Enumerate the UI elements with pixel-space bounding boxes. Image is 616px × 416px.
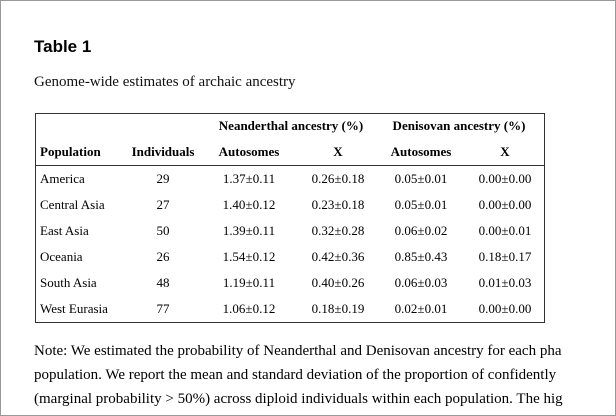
table-cell: West Eurasia (40, 301, 108, 316)
table-cell: 0.85±0.43 (394, 249, 448, 264)
table-cell: 0.18±0.19 (311, 301, 365, 316)
column-header: Individuals (131, 144, 195, 159)
table-cell: 0.23±0.18 (311, 197, 365, 212)
table-cell: Oceania (40, 249, 83, 264)
note-line: Note: We estimated the probability of Ne… (34, 343, 562, 359)
group-header: Denisovan ancestry (%) (392, 118, 526, 133)
table-cell: East Asia (40, 223, 89, 238)
table-cell: 26 (156, 249, 170, 264)
table-cell: 0.05±0.01 (394, 197, 448, 212)
table-box (35, 113, 545, 323)
table-cell: 0.02±0.01 (394, 301, 448, 316)
column-header: Population (40, 144, 101, 159)
table-cell: 0.00±0.01 (478, 223, 532, 238)
table-cell: Central Asia (40, 197, 105, 212)
note-line: population. We report the mean and stand… (34, 367, 557, 383)
table-cell: 0.00±0.00 (478, 197, 532, 212)
table-cell: 0.06±0.02 (394, 223, 448, 238)
table-cell: 0.01±0.03 (478, 275, 532, 290)
table-cell: America (40, 171, 85, 186)
group-header: Neanderthal ancestry (%) (218, 118, 364, 133)
column-header: Autosomes (218, 144, 280, 159)
column-header: X (333, 144, 343, 159)
table-cell: 29 (156, 171, 170, 186)
table-title: Table 1 (34, 37, 92, 56)
table-cell: 1.54±0.12 (222, 249, 276, 264)
table-cell: 27 (156, 197, 170, 212)
table-cell: South Asia (40, 275, 97, 290)
table-cell: 50 (156, 223, 170, 238)
table-cell: 48 (156, 275, 170, 290)
table-cell: 1.06±0.12 (222, 301, 276, 316)
table-cell: 0.05±0.01 (394, 171, 448, 186)
table-cell: 0.18±0.17 (478, 249, 532, 264)
table-cell: 0.26±0.18 (311, 171, 365, 186)
table-cell: 0.00±0.00 (478, 171, 532, 186)
table-cell: 1.40±0.12 (222, 197, 276, 212)
column-header: X (500, 144, 510, 159)
table-cell: 0.00±0.00 (478, 301, 532, 316)
table-cell: 0.42±0.36 (311, 249, 365, 264)
table-cell: 0.40±0.26 (311, 275, 365, 290)
table-cell: 1.37±0.11 (222, 171, 276, 186)
table-cell: 0.32±0.28 (311, 223, 365, 238)
table-cell: 77 (156, 301, 170, 316)
table-caption: Genome-wide estimates of archaic ancestr… (34, 74, 296, 90)
column-header: Autosomes (390, 144, 452, 159)
table-cell: 1.39±0.11 (222, 223, 276, 238)
table-cell: 1.19±0.11 (222, 275, 276, 290)
header-rule (35, 165, 545, 166)
table-cell: 0.06±0.03 (394, 275, 448, 290)
note-line: (marginal probability > 50%) across dipl… (34, 391, 563, 407)
